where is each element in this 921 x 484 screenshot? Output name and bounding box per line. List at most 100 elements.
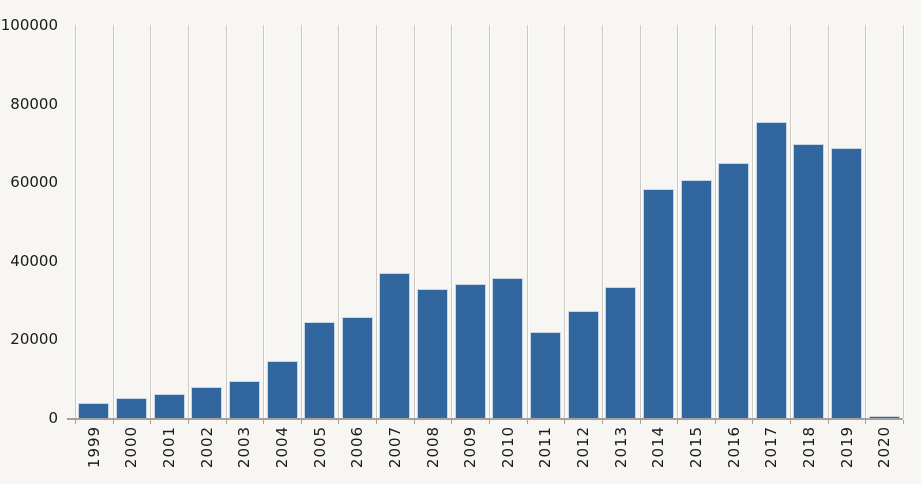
- x-axis-label-2006: 2006: [348, 425, 367, 469]
- bar-2001: [153, 393, 185, 418]
- x-axis-label-1999: 1999: [84, 425, 103, 469]
- gridline: [338, 25, 340, 418]
- x-axis-label-2016: 2016: [724, 425, 743, 469]
- x-axis-tick: [489, 420, 490, 424]
- x-axis-tick: [790, 420, 792, 424]
- gridline: [300, 25, 302, 418]
- x-axis-label-2010: 2010: [498, 425, 517, 469]
- gridline: [75, 25, 76, 418]
- x-axis-label-2014: 2014: [649, 425, 668, 469]
- x-axis: 1999 2000 2001 2002 2003 2004 2005 2006 2007 2008…: [75, 424, 903, 482]
- gridline: [376, 25, 378, 418]
- bar-2020: [868, 416, 900, 418]
- x-axis-label-2003: 2003: [235, 425, 254, 469]
- x-axis-label-2009: 2009: [461, 425, 480, 469]
- x-axis-label-2020: 2020: [875, 425, 894, 469]
- bar-2008: [417, 288, 449, 418]
- gridline: [752, 25, 754, 418]
- gridline: [564, 25, 566, 418]
- bar-2007: [379, 272, 411, 418]
- plot-area: [67, 25, 904, 424]
- x-axis-label-2011: 2011: [536, 425, 555, 469]
- gridline: [790, 25, 792, 418]
- x-axis-tick: [526, 420, 528, 424]
- x-axis-label-2005: 2005: [310, 425, 329, 469]
- gridline: [150, 25, 152, 418]
- x-axis-label-2004: 2004: [273, 425, 291, 469]
- gridline: [639, 25, 641, 418]
- x-axis-label-2013: 2013: [611, 425, 630, 469]
- gridline: [827, 25, 829, 418]
- gridline: [714, 25, 716, 418]
- x-axis-tick: [903, 420, 904, 424]
- bar-2019: [831, 148, 863, 418]
- gridline: [112, 25, 114, 418]
- x-axis-label-2018: 2018: [799, 425, 818, 469]
- x-axis-tick: [112, 420, 114, 424]
- bar-2004: [266, 361, 298, 418]
- x-axis-tick: [677, 420, 679, 424]
- x-axis-tick: [564, 420, 566, 424]
- bar-2005: [304, 322, 336, 418]
- gridline: [526, 25, 528, 418]
- x-axis-tick: [300, 420, 302, 424]
- gridline: [489, 25, 490, 418]
- x-axis-label-2007: 2007: [385, 425, 404, 469]
- gridline: [225, 25, 227, 418]
- y-axis-tick-label: 40000: [10, 251, 58, 270]
- x-axis-label-2019: 2019: [837, 425, 856, 469]
- x-axis-label-2000: 2000: [122, 425, 141, 469]
- bar-2015: [680, 180, 712, 418]
- bar-2016: [718, 162, 750, 418]
- bar-2018: [793, 143, 825, 418]
- bar-2002: [191, 386, 223, 418]
- bar-2000: [115, 398, 147, 418]
- gridline: [677, 25, 679, 418]
- x-axis-label-2008: 2008: [423, 425, 442, 469]
- x-axis-tick: [714, 420, 716, 424]
- bar-2012: [567, 311, 599, 418]
- y-axis-tick-label: 100000: [0, 16, 58, 34]
- x-axis-tick: [75, 420, 76, 424]
- gridline: [451, 25, 453, 418]
- x-axis-label-2012: 2012: [574, 425, 593, 469]
- y-axis-tick-label: 0: [48, 409, 58, 427]
- x-axis-label-2002: 2002: [197, 425, 216, 469]
- x-axis-tick: [150, 420, 152, 424]
- x-axis-line: [67, 418, 75, 420]
- gridline: [865, 25, 867, 418]
- gridline: [903, 25, 904, 418]
- bar-2006: [341, 317, 373, 418]
- x-axis-tick: [639, 420, 641, 424]
- x-axis-tick: [376, 420, 378, 424]
- x-axis-label-2001: 2001: [160, 425, 179, 469]
- x-axis-tick: [752, 420, 754, 424]
- gridline: [187, 25, 189, 418]
- x-axis-label-2017: 2017: [762, 425, 781, 469]
- y-axis-tick-label: 60000: [10, 173, 58, 192]
- x-axis-tick: [865, 420, 867, 424]
- bar-2009: [454, 283, 486, 418]
- y-axis-tick-label: 80000: [10, 94, 58, 113]
- bar-2013: [605, 287, 637, 418]
- x-axis-tick: [601, 420, 603, 424]
- y-axis: 0 20000 40000 60000 80000 100000: [0, 0, 58, 484]
- x-axis-tick: [827, 420, 829, 424]
- y-axis-tick-label: 20000: [10, 330, 58, 349]
- bar-2014: [642, 189, 674, 418]
- gridline: [413, 25, 415, 418]
- x-axis-label-2015: 2015: [687, 425, 705, 469]
- bar-2003: [228, 381, 260, 418]
- x-axis-tick: [413, 420, 415, 424]
- bar-2017: [755, 122, 787, 418]
- bar-1999: [78, 403, 110, 418]
- gridline: [263, 25, 265, 418]
- x-axis-tick: [187, 420, 189, 424]
- bar-2010: [492, 278, 524, 418]
- x-axis-tick: [338, 420, 340, 424]
- x-axis-tick: [451, 420, 453, 424]
- gridline: [601, 25, 603, 418]
- bar-2011: [529, 332, 561, 418]
- x-axis-tick: [225, 420, 227, 424]
